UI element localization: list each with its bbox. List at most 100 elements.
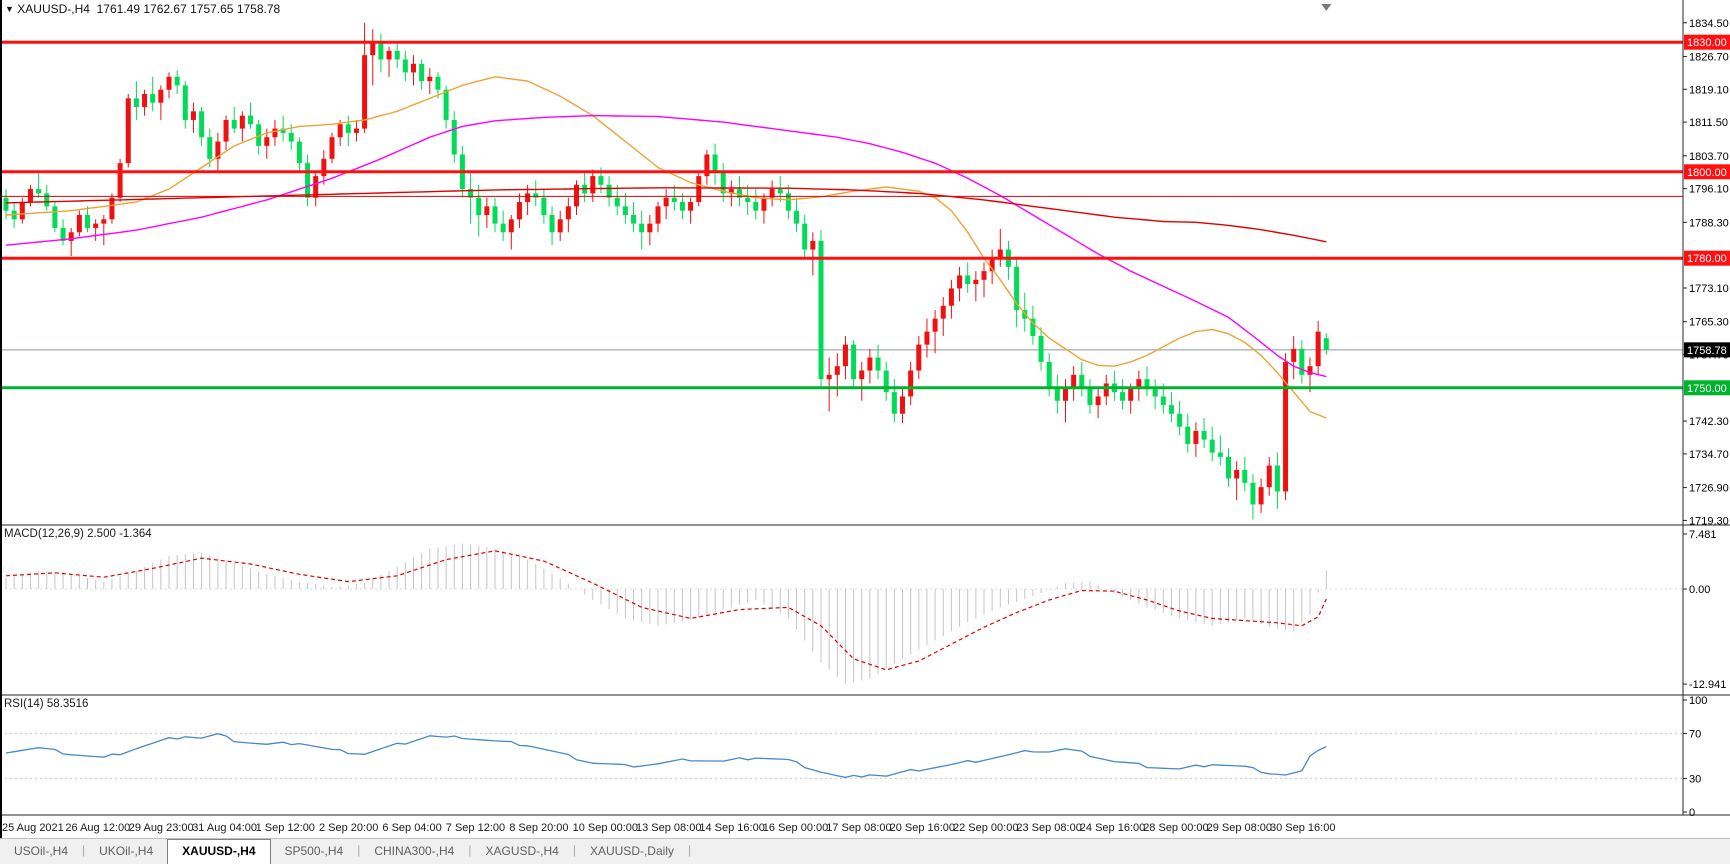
- candle-body: [1242, 469, 1248, 483]
- chart-shift-triangle[interactable]: [1321, 4, 1332, 11]
- candle-body: [1193, 430, 1199, 444]
- candle-body: [1087, 387, 1093, 406]
- time-axis-label[interactable]: 26 Aug 12:00: [65, 822, 130, 834]
- candle-body: [60, 227, 66, 241]
- candle-body: [728, 189, 734, 194]
- candle-body: [484, 206, 490, 215]
- candle-body: [288, 132, 294, 142]
- tab-usoil-h4[interactable]: USOil-,H4: [14, 844, 69, 858]
- time-axis-label[interactable]: 17 Sep 08:00: [826, 822, 891, 834]
- candle-body: [875, 357, 881, 371]
- candle-body: [891, 392, 897, 414]
- tab-xagusd-h4[interactable]: XAGUSD-,H4: [485, 844, 559, 858]
- candle-body: [85, 214, 90, 228]
- candle-body: [794, 210, 800, 224]
- candle-body: [769, 189, 775, 198]
- candle-body: [826, 374, 832, 380]
- candle-body: [1038, 335, 1044, 362]
- candle-body: [533, 193, 539, 198]
- candle-body: [1054, 387, 1060, 401]
- price-badge-1750.00: [1684, 380, 1730, 396]
- chart-area[interactable]: 1834.50 1826.70 1819.10 1811.50 1803.70 1796.…: [0, 0, 1730, 838]
- candle-body: [1160, 396, 1166, 406]
- time-axis-label[interactable]: 8 Sep 20:00: [509, 822, 568, 834]
- candle-body: [932, 318, 938, 332]
- price-badge-text: 1758.78: [1687, 345, 1727, 357]
- tab-ukoil-h4[interactable]: UKOil-,H4: [99, 844, 154, 858]
- time-axis-label[interactable]: 1 Sep 12:00: [256, 822, 315, 834]
- time-axis-label[interactable]: 2 Sep 20:00: [319, 822, 378, 834]
- candle-body: [142, 94, 148, 107]
- candle-body: [1234, 469, 1240, 479]
- candle-body: [280, 128, 286, 133]
- candle-body: [476, 197, 482, 215]
- candle-body: [133, 98, 139, 107]
- time-axis-label[interactable]: 30 Sep 16:00: [1270, 822, 1335, 834]
- candle-body: [231, 119, 237, 129]
- candle-body: [614, 197, 620, 207]
- time-axis-label[interactable]: 29 Aug 23:00: [129, 822, 194, 834]
- time-axis-label[interactable]: 29 Sep 08:00: [1207, 822, 1272, 834]
- candle-body: [345, 124, 351, 133]
- candle-body: [810, 240, 816, 250]
- time-axis-label[interactable]: 31 Aug 04:00: [192, 822, 257, 834]
- time-axis-label[interactable]: 25 Aug 2021: [2, 822, 64, 834]
- time-axis-label[interactable]: 13 Sep 08:00: [636, 822, 701, 834]
- candle-body: [313, 176, 319, 198]
- tab-sp500-h4[interactable]: SP500-,H4: [284, 844, 344, 858]
- candle-body: [1307, 366, 1313, 375]
- candle-body: [182, 85, 188, 120]
- price-badge-1800.00: [1684, 164, 1730, 180]
- macd-axis-label: 7.481: [1689, 529, 1717, 541]
- time-axis-label[interactable]: 7 Sep 12:00: [446, 822, 505, 834]
- tab-xauusd-h4[interactable]: XAUUSD-,H4: [167, 839, 271, 864]
- candle-body: [785, 193, 791, 211]
- candle-body: [957, 275, 963, 289]
- candle-body: [52, 206, 58, 228]
- candle-body: [565, 206, 571, 220]
- candle-body: [1152, 387, 1158, 397]
- time-axis-label[interactable]: 6 Sep 04:00: [382, 822, 441, 834]
- candle-body: [1144, 379, 1150, 388]
- tab-xauusd-daily[interactable]: XAUUSD-,Daily: [589, 844, 674, 858]
- macd-axis-label: 0.00: [1689, 584, 1710, 596]
- price-badge-1758.78: [1684, 342, 1730, 358]
- time-axis-label[interactable]: 22 Sep 00:00: [953, 822, 1018, 834]
- candle-body: [622, 206, 628, 215]
- candle-body: [1315, 331, 1321, 367]
- time-axis-label[interactable]: 16 Sep 00:00: [763, 822, 828, 834]
- time-axis-label[interactable]: 24 Sep 16:00: [1080, 822, 1145, 834]
- time-axis-label[interactable]: 20 Sep 16:00: [890, 822, 955, 834]
- candle-body: [451, 119, 457, 155]
- candle-body: [1022, 310, 1028, 319]
- price-tick-label: 1834.50: [1689, 18, 1729, 30]
- candle-body: [402, 59, 408, 73]
- candle-body: [1095, 396, 1101, 406]
- rsi-axis-label: 30: [1689, 773, 1701, 785]
- candle-body: [1168, 405, 1174, 414]
- candle-body: [1250, 482, 1256, 505]
- candle-body: [370, 42, 376, 56]
- candle-body: [753, 202, 759, 211]
- candle-body: [1291, 348, 1297, 362]
- candle-body: [44, 193, 50, 207]
- tab-china300-h4[interactable]: CHINA300-,H4: [374, 844, 455, 858]
- price-badge-text: 1780.00: [1687, 253, 1727, 265]
- candle-body: [1063, 387, 1068, 401]
- time-axis-label[interactable]: 14 Sep 16:00: [699, 822, 764, 834]
- candle-body: [1120, 392, 1126, 401]
- ma-slow-red: [5, 187, 1327, 243]
- candle-body: [125, 98, 131, 164]
- tab-separator: |: [468, 843, 472, 857]
- time-axis-label[interactable]: 10 Sep 00:00: [573, 822, 638, 834]
- candle-body: [362, 55, 368, 129]
- candle-body: [207, 137, 213, 159]
- candle-body: [419, 63, 425, 82]
- time-axis-label[interactable]: 28 Sep 00:00: [1143, 822, 1208, 834]
- rsi-axis-label: 100: [1689, 695, 1707, 707]
- tab-separator: |: [357, 843, 361, 857]
- time-axis-label[interactable]: 23 Sep 08:00: [1016, 822, 1081, 834]
- candle-body: [973, 279, 979, 285]
- candle-body: [166, 76, 172, 90]
- candle-body: [1177, 413, 1183, 427]
